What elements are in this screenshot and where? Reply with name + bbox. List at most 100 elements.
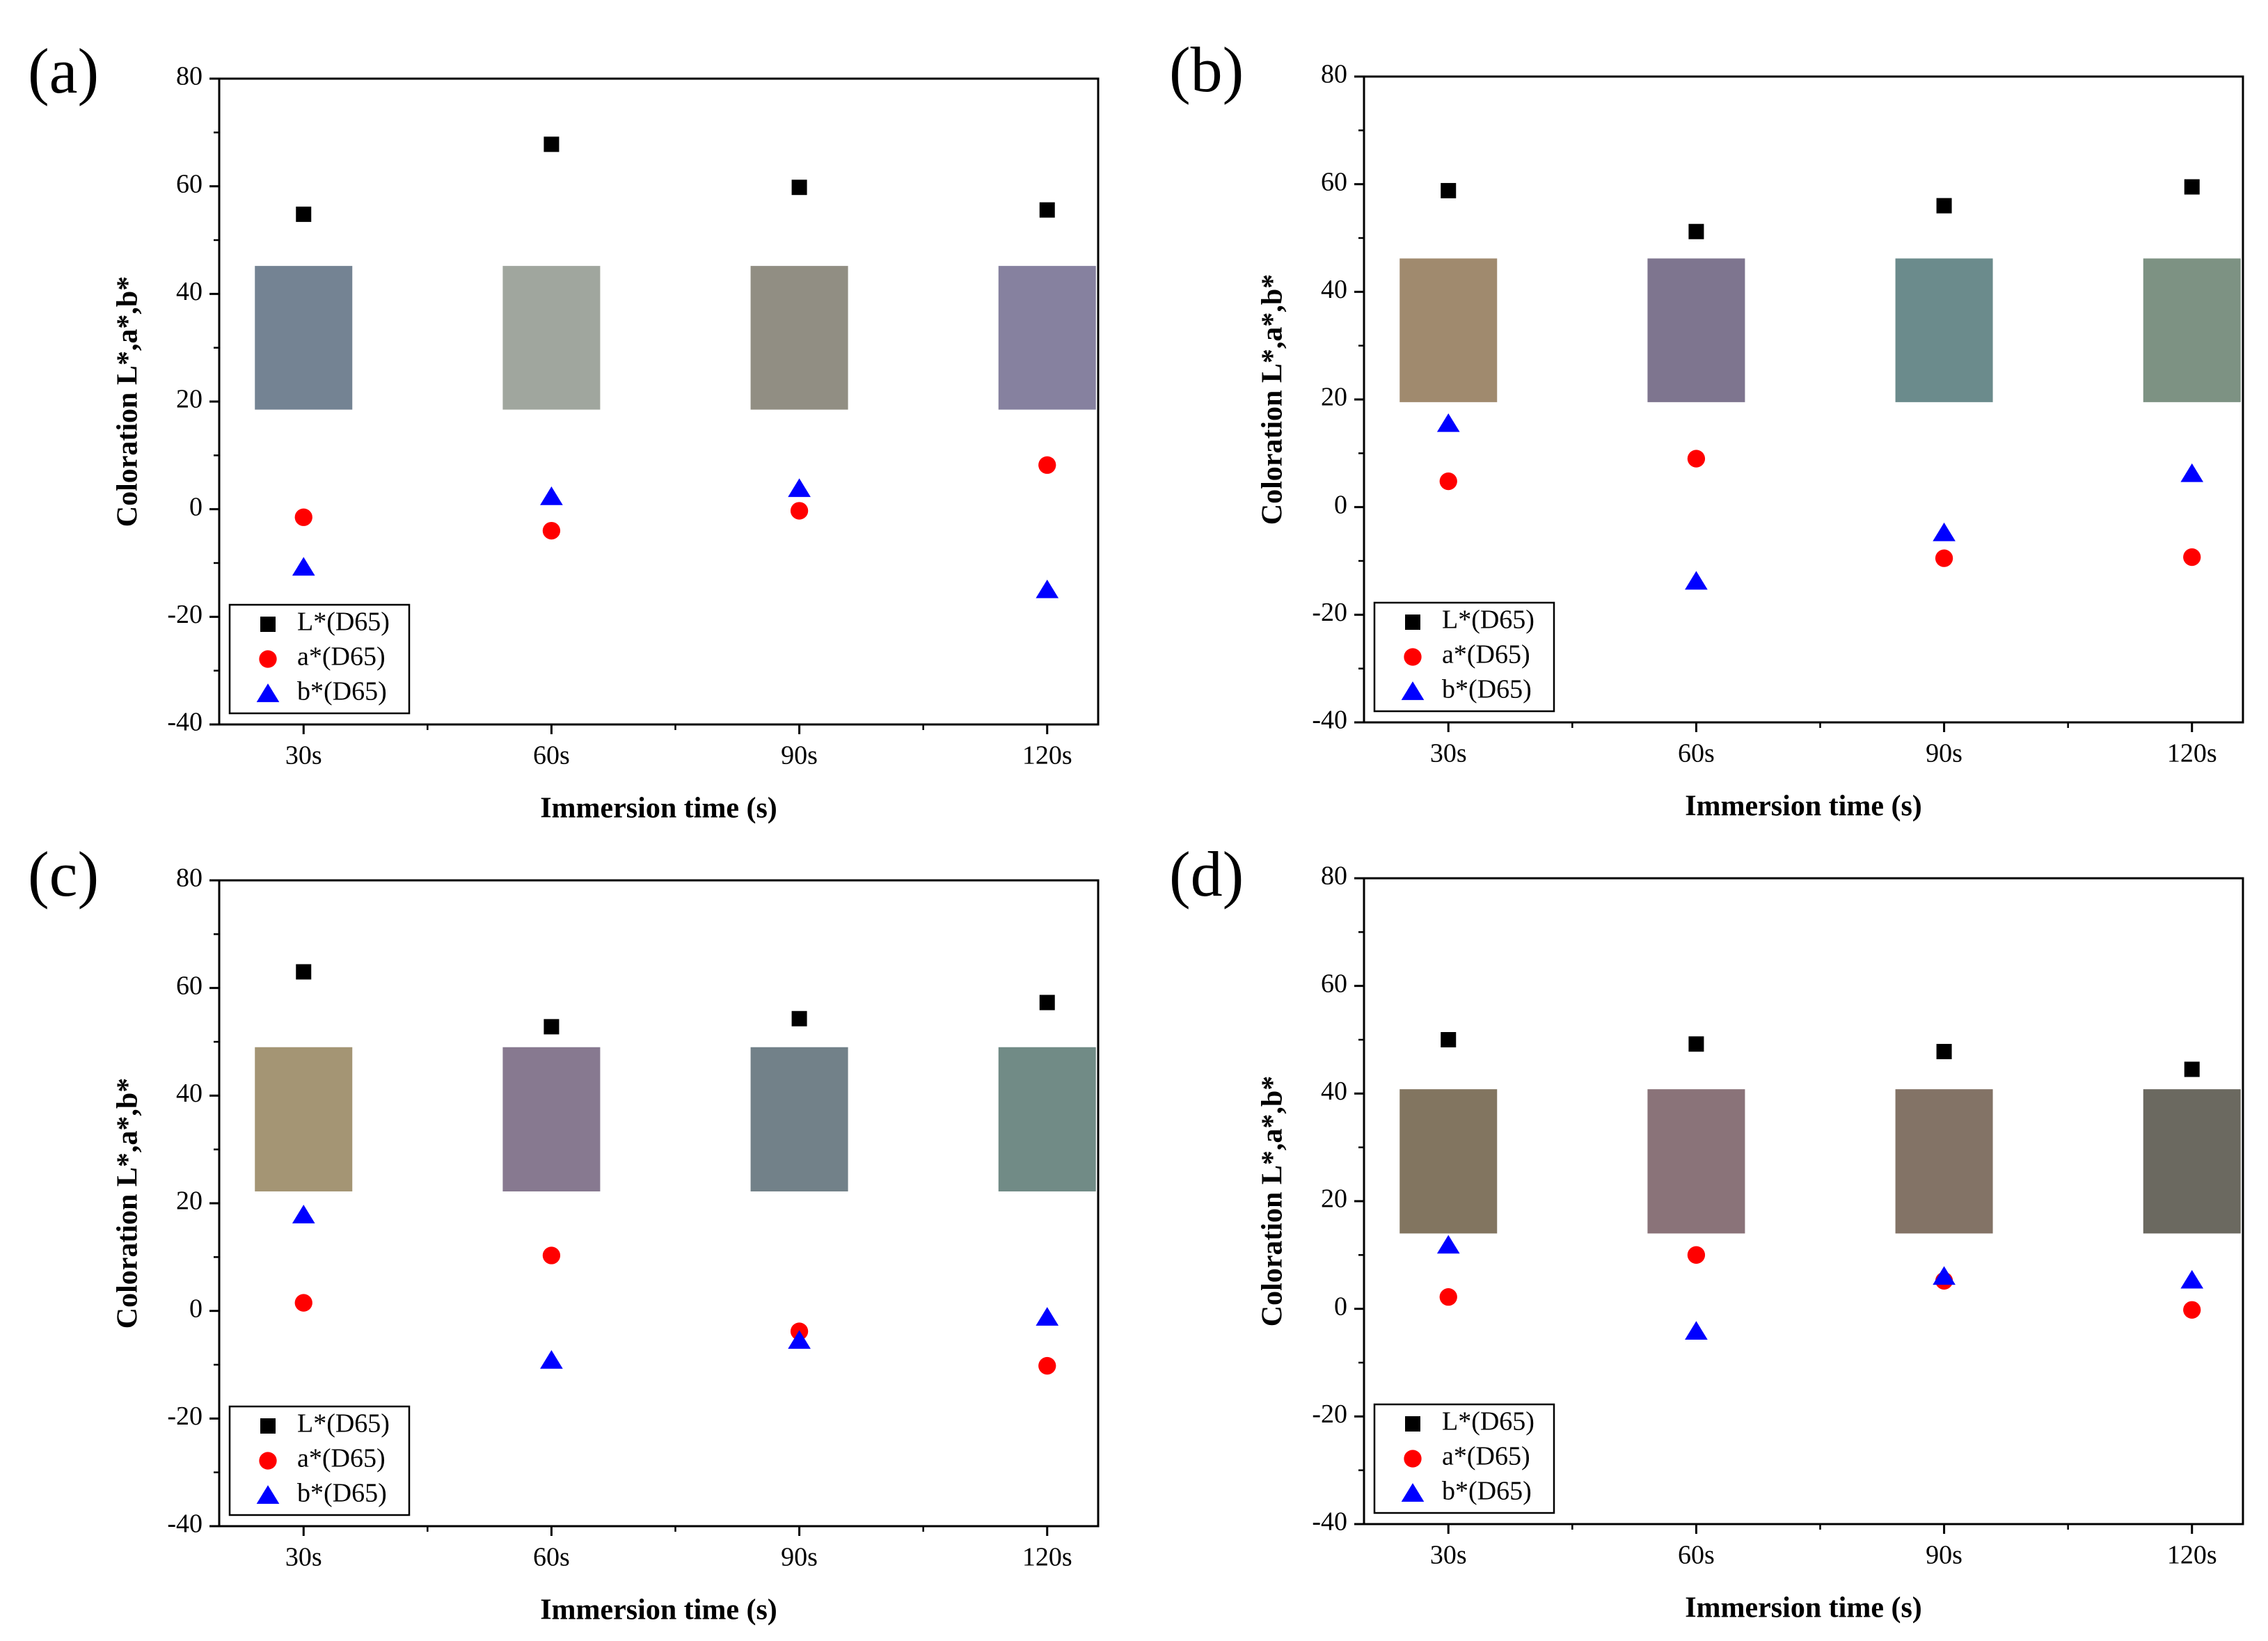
data-point-triangle-60s [540, 486, 563, 505]
data-point-circle-120s [1038, 1356, 1056, 1375]
y-axis-title: Coloration L*,a*,b* [1257, 1076, 1289, 1327]
color-swatch-90s [1895, 1089, 1993, 1234]
data-point-square-120s [2184, 179, 2200, 195]
x-tick-label: 60s [533, 741, 570, 770]
color-swatch-60s [502, 266, 601, 410]
color-swatch-120s [998, 266, 1096, 410]
data-point-circle-60s [1687, 450, 1706, 468]
data-point-square-30s [296, 206, 312, 222]
color-swatch-120s [998, 1047, 1096, 1191]
y-tick-label: 40 [176, 1079, 203, 1108]
data-point-circle-120s [1038, 456, 1056, 474]
y-tick-label: 20 [1321, 1184, 1347, 1214]
panel-label: (c) [28, 839, 99, 910]
x-tick-label: 120s [2167, 739, 2217, 768]
data-point-circle-30s [294, 1294, 312, 1312]
x-tick-label: 30s [1430, 1541, 1467, 1570]
data-point-square-60s [544, 136, 560, 152]
data-point-square-60s [1688, 223, 1704, 239]
legend-marker-square [260, 617, 276, 632]
legend-label: L*(D65) [297, 608, 390, 637]
legend-marker-circle [259, 1452, 277, 1470]
data-point-triangle-60s [540, 1349, 563, 1369]
data-point-square-90s [791, 1010, 807, 1026]
data-point-circle-120s [2183, 1301, 2201, 1319]
legend-label: b*(D65) [297, 1479, 387, 1508]
data-point-square-120s [1039, 202, 1055, 218]
y-tick-label: 80 [176, 62, 203, 91]
data-point-triangle-90s [788, 478, 811, 498]
y-tick-label: 40 [1321, 275, 1347, 304]
data-point-circle-30s [1439, 1288, 1457, 1306]
x-tick-label: 90s [781, 1543, 818, 1572]
y-axis-title: Coloration L*,a*,b* [1257, 274, 1289, 525]
x-tick-label: 120s [1022, 741, 1072, 770]
legend-marker-circle [259, 650, 277, 668]
x-tick-label: 90s [1926, 739, 1962, 768]
y-tick-label: 80 [1321, 60, 1347, 89]
data-point-square-30s [1441, 1032, 1457, 1047]
color-swatch-30s [255, 266, 353, 410]
y-axis-title: Coloration L*,a*,b* [112, 1078, 144, 1329]
panel-d: (d) -40 -20 0 20 40 60 80 30s 60s 90s 120s Immersion… [1169, 839, 2244, 1624]
panel-label: (b) [1169, 34, 1244, 105]
x-axis-title: Immersion time (s) [1685, 1592, 1922, 1624]
data-point-triangle-120s [1036, 579, 1059, 598]
y-tick-label: 0 [189, 1294, 203, 1323]
panel-b: (b) -40 -20 0 20 40 60 80 30s 60s 90s 120s Immersion… [1169, 34, 2244, 823]
x-tick-label: 90s [781, 741, 818, 770]
color-swatch-60s [502, 1047, 601, 1191]
y-tick-label: 60 [1321, 167, 1347, 196]
legend-label: b*(D65) [1442, 1477, 1532, 1506]
panel-c: (c) -40 -20 0 20 40 60 80 30s 60s 90s 120s Immersion… [28, 839, 1100, 1626]
x-axis-title: Immersion time (s) [1685, 791, 1922, 823]
data-point-circle-60s [542, 521, 561, 540]
legend-label: b*(D65) [297, 677, 387, 706]
x-axis-title: Immersion time (s) [540, 793, 777, 825]
y-tick-label: 80 [1321, 862, 1347, 891]
y-tick-label: -40 [167, 1509, 203, 1539]
y-tick-label: -40 [167, 708, 203, 737]
y-tick-label: -40 [1312, 706, 1347, 735]
x-tick-label: 120s [2167, 1541, 2217, 1570]
data-point-triangle-30s [1436, 1235, 1460, 1254]
data-point-circle-60s [542, 1246, 561, 1265]
data-point-square-120s [1039, 994, 1055, 1010]
y-tick-label: -20 [1312, 1400, 1347, 1429]
color-swatch-120s [2143, 1089, 2241, 1234]
legend-label: L*(D65) [297, 1409, 390, 1438]
data-point-square-30s [1441, 182, 1457, 198]
data-point-triangle-30s [292, 557, 315, 576]
data-point-triangle-90s [1933, 522, 1956, 541]
color-swatch-90s [750, 1047, 848, 1191]
x-tick-label: 60s [1678, 739, 1715, 768]
y-tick-label: -20 [167, 1402, 203, 1431]
legend-marker-square [1405, 615, 1420, 630]
x-tick-label: 60s [1678, 1541, 1715, 1570]
panel-a: (a) -40 -20 0 20 40 60 80 30s 60s 90s 120s Immersion… [28, 35, 1100, 825]
legend-label: L*(D65) [1442, 605, 1535, 635]
data-point-square-120s [2184, 1061, 2200, 1077]
legend-marker-square [1405, 1416, 1420, 1432]
data-point-triangle-30s [1436, 413, 1460, 432]
data-point-triangle-120s [2180, 1269, 2204, 1289]
color-swatch-90s [750, 266, 848, 410]
legend-label: a*(D65) [297, 1444, 386, 1473]
y-tick-label: 60 [176, 169, 203, 198]
legend-marker-triangle [256, 683, 280, 702]
x-tick-label: 30s [285, 1543, 322, 1572]
y-axis-title: Coloration L*,a*,b* [112, 276, 144, 528]
color-swatch-30s [1399, 1089, 1498, 1234]
legend-label: a*(D65) [297, 642, 386, 672]
y-tick-label: 20 [176, 385, 203, 414]
legend-marker-circle [1404, 648, 1422, 666]
data-point-square-60s [1688, 1036, 1704, 1052]
data-point-square-90s [1936, 1044, 1952, 1060]
panel-label: (a) [28, 35, 99, 106]
data-point-circle-90s [1935, 549, 1953, 567]
y-tick-label: -20 [1312, 598, 1347, 627]
y-tick-label: 60 [1321, 969, 1347, 998]
color-swatch-60s [1647, 1089, 1745, 1234]
color-swatch-30s [255, 1047, 353, 1191]
